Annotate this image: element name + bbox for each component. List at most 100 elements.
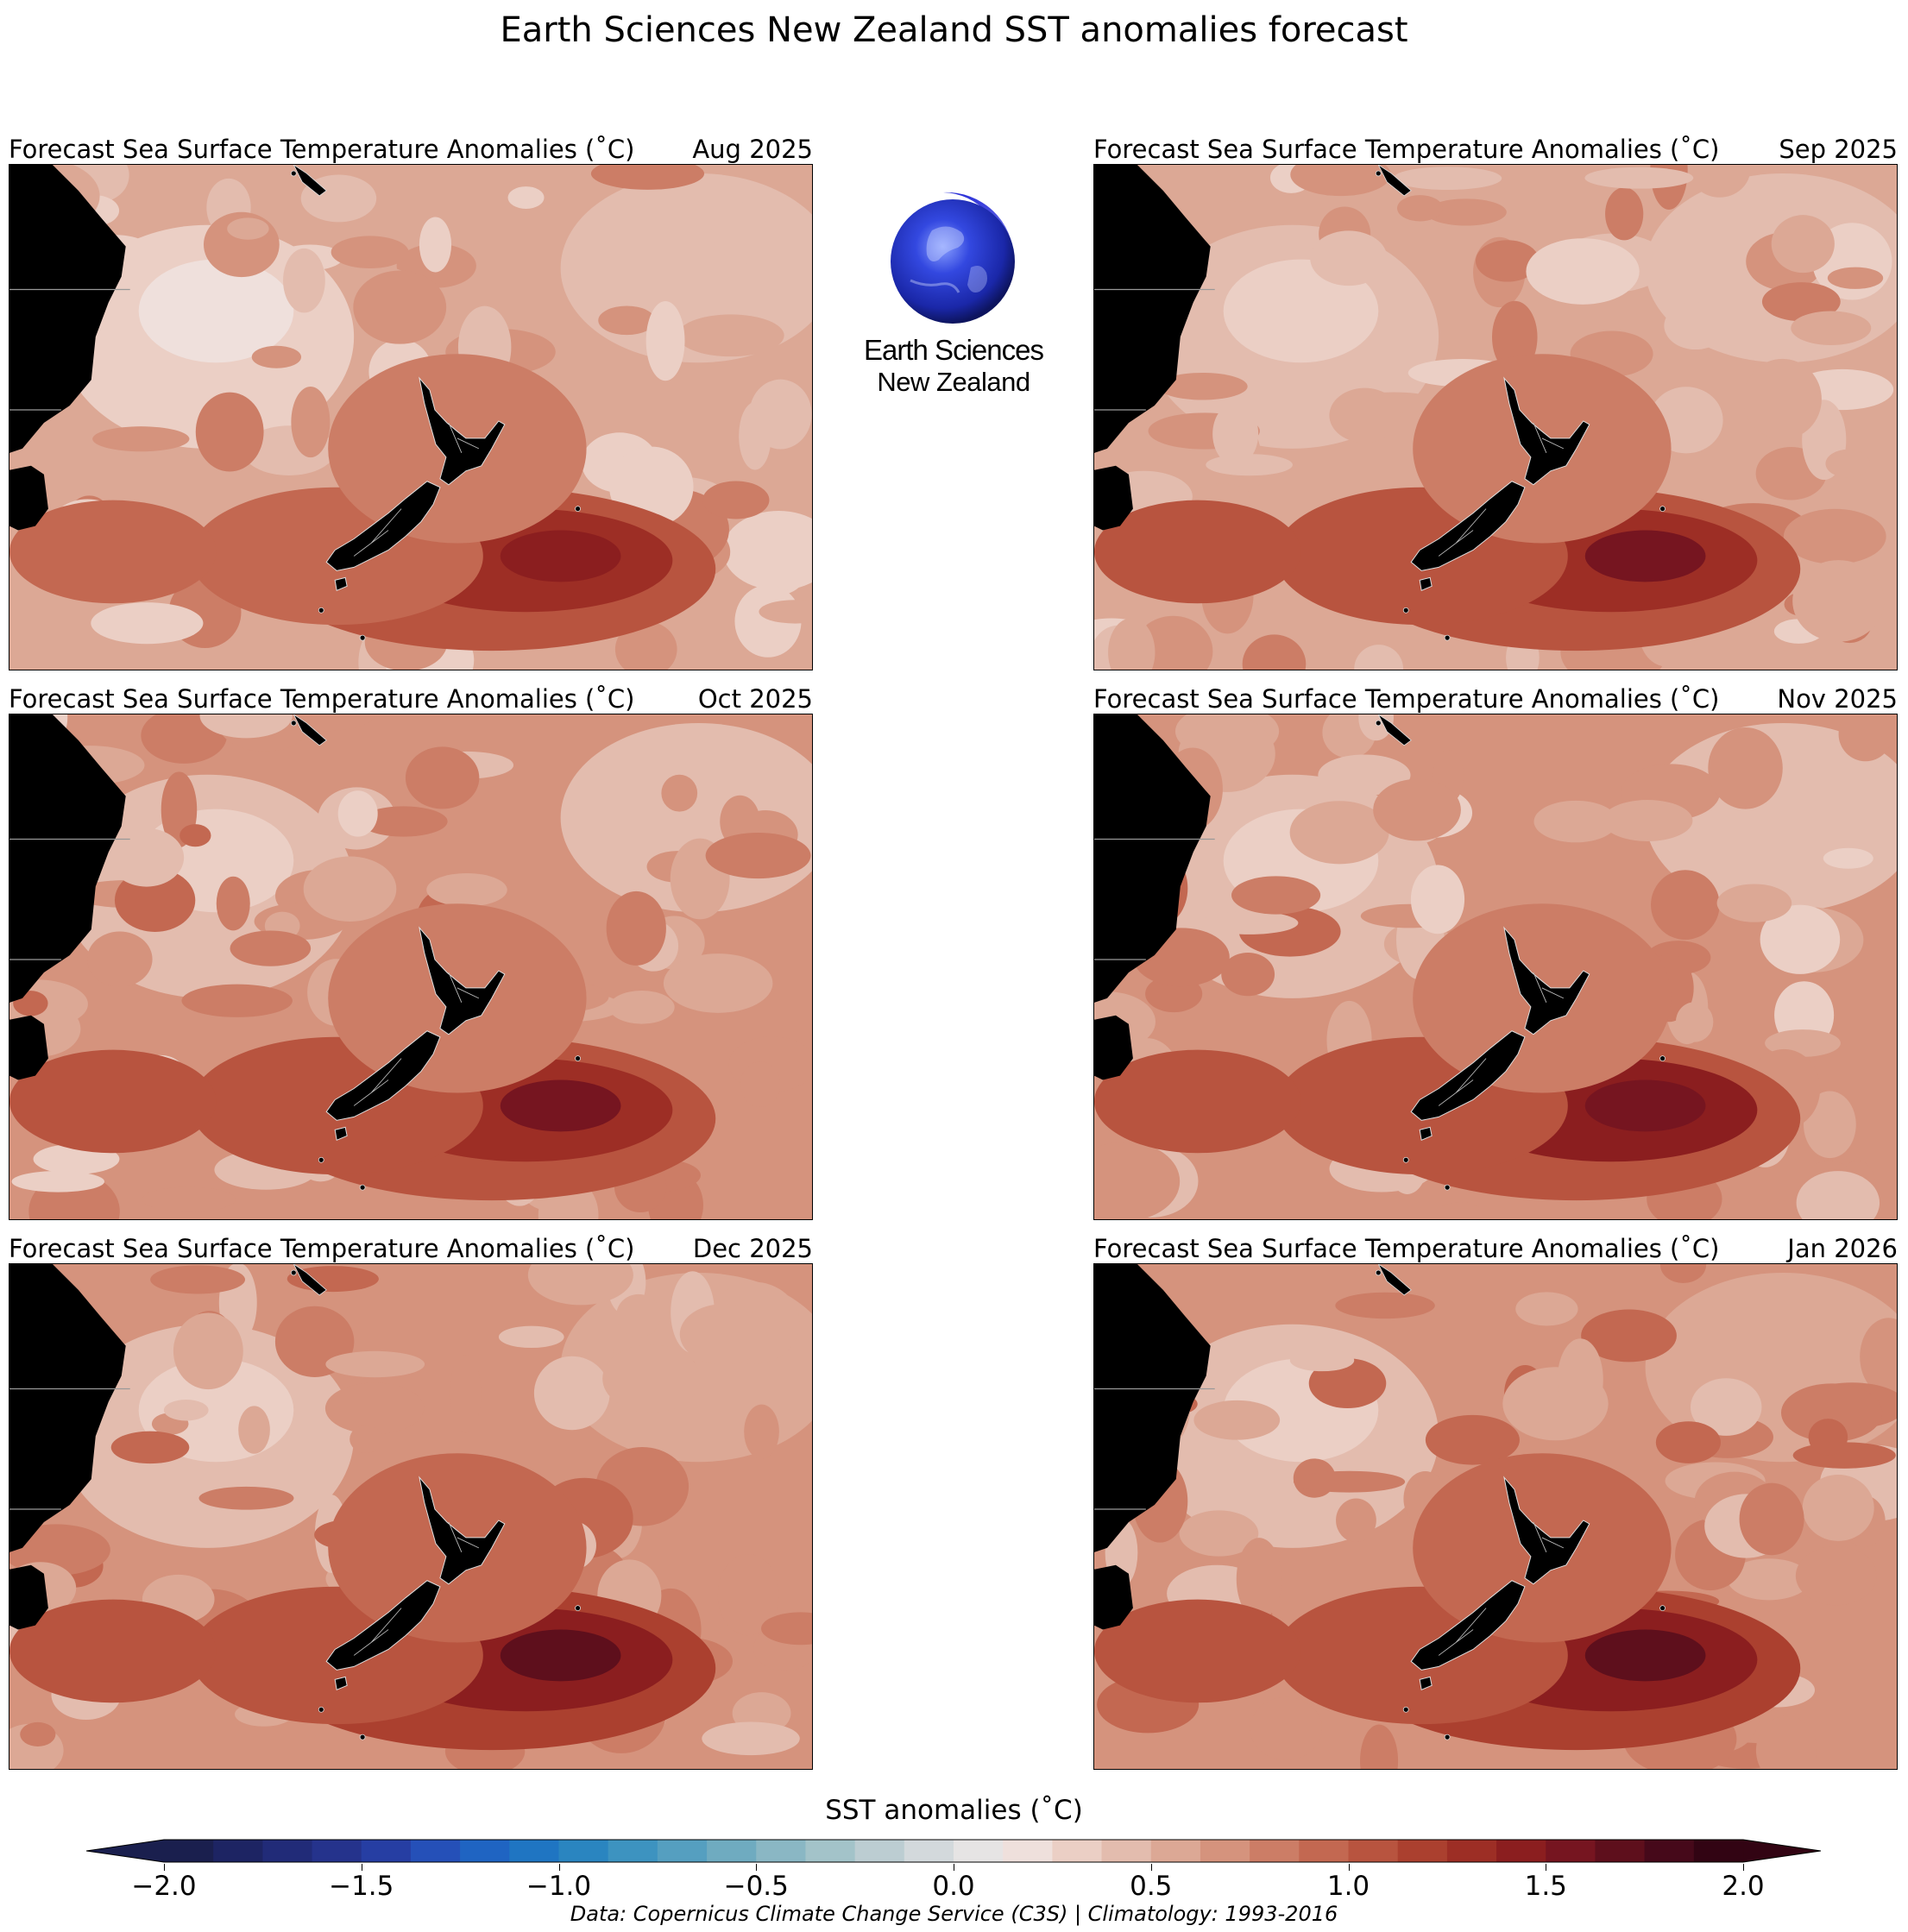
panel-date: Jan 2026 <box>1787 1234 1898 1263</box>
colorbar-tick-label: 1.0 <box>1326 1871 1370 1902</box>
sst-contour <box>498 1325 564 1349</box>
region-boundaries <box>353 422 480 557</box>
colorbar-extend-max <box>1743 1840 1821 1862</box>
colorbar <box>86 1829 1821 1872</box>
colorbar-swatch <box>608 1840 658 1862</box>
sst-contour <box>616 1293 661 1337</box>
south-island-landmass <box>325 481 441 571</box>
new-caledonia-landmass <box>1377 714 1412 746</box>
sst-contour <box>1581 1309 1677 1362</box>
sst-contour <box>1236 1538 1282 1620</box>
colorbar-tick-label: 0.0 <box>932 1871 975 1902</box>
panel-date: Dec 2025 <box>692 1234 813 1263</box>
sst-contour <box>1329 387 1401 444</box>
sst-contour <box>608 991 675 1024</box>
figure-title: Earth Sciences New Zealand SST anomalies… <box>500 10 1408 50</box>
north-island-landmass <box>1503 1476 1590 1585</box>
sst-contour <box>1655 1421 1721 1463</box>
sst-contour <box>1728 1558 1810 1601</box>
panel-title: Forecast Sea Surface Temperature Anomali… <box>1093 684 1720 714</box>
sst-contour <box>740 1061 781 1108</box>
stewart-island-landmass <box>334 1126 348 1142</box>
colorbar-swatch <box>1101 1840 1152 1862</box>
sst-contour <box>109 828 185 887</box>
stewart-island-landmass <box>1419 1126 1433 1142</box>
colorbar-swatch <box>1546 1840 1596 1862</box>
sst-contour <box>419 217 452 273</box>
sst-contour <box>1231 876 1321 915</box>
sst-contour <box>337 790 378 837</box>
sst-contour <box>1354 645 1404 670</box>
sst-contour <box>1760 904 1841 974</box>
colorbar-tick-mark <box>1348 1864 1350 1871</box>
sst-contour <box>142 1186 236 1212</box>
sst-contour <box>1094 500 1301 604</box>
sst-contour <box>86 931 153 987</box>
panel-date: Aug 2025 <box>692 135 813 164</box>
sst-contour <box>1410 865 1465 935</box>
small-island <box>290 170 297 177</box>
panel-title: Forecast Sea Surface Temperature Anomali… <box>9 684 635 714</box>
sst-contour <box>1584 530 1706 582</box>
colorbar-swatch <box>1003 1840 1053 1862</box>
small-island <box>1659 1605 1666 1612</box>
globe-icon <box>891 192 1015 324</box>
sst-contour <box>1393 167 1502 191</box>
sst-contour <box>216 876 250 931</box>
australia-landmass <box>9 714 126 1080</box>
sst-anomaly-map <box>1093 1263 1898 1770</box>
sst-contour <box>1094 1049 1301 1154</box>
colorbar-extend-min <box>86 1840 164 1862</box>
stewart-island-landmass <box>1419 576 1433 592</box>
sst-contour <box>705 833 811 879</box>
colorbar-swatch <box>460 1840 510 1862</box>
tasmania-landmass <box>9 1573 46 1626</box>
small-island <box>1375 720 1382 727</box>
colorbar-tick-label: −1.0 <box>526 1871 592 1902</box>
sst-contour <box>527 1264 633 1306</box>
sst-contour <box>1360 1724 1399 1769</box>
australia-landmass <box>1094 714 1211 1080</box>
sst-contour <box>1838 714 1893 762</box>
sst-contour <box>110 1431 190 1464</box>
sst-contour <box>1584 167 1694 189</box>
sst-anomaly-map <box>9 164 813 670</box>
sst-contour <box>1223 259 1379 363</box>
sst-contour <box>9 500 217 604</box>
map-panel-6: Forecast Sea Surface Temperature Anomali… <box>1093 1229 1898 1770</box>
sst-contour <box>227 217 269 240</box>
small-island <box>318 1706 324 1713</box>
sst-contour <box>195 392 264 472</box>
sst-contour <box>1179 1510 1259 1557</box>
sst-contour <box>325 1350 425 1378</box>
sst-contour <box>1792 560 1885 642</box>
tasmania-landmass <box>9 474 46 526</box>
sst-contour <box>291 386 331 458</box>
panel-title: Forecast Sea Surface Temperature Anomali… <box>1093 135 1720 164</box>
panel-date: Oct 2025 <box>697 684 813 714</box>
map-panel-4: Forecast Sea Surface Temperature Anomali… <box>1093 679 1898 1220</box>
sst-contour <box>1780 1383 1883 1443</box>
sst-contour <box>173 1312 243 1390</box>
new-caledonia-landmass <box>293 714 327 746</box>
sst-contour <box>1716 884 1792 922</box>
sst-contour <box>1743 358 1822 440</box>
colorbar-swatch <box>707 1840 757 1862</box>
sst-contour <box>1584 1629 1706 1682</box>
sst-contour <box>199 714 293 739</box>
sst-anomaly-map <box>1093 164 1898 670</box>
sst-contour <box>1795 1545 1877 1606</box>
small-island <box>1402 1706 1409 1713</box>
sst-contour <box>533 1356 610 1431</box>
sst-contour <box>1290 165 1391 197</box>
small-island <box>575 1055 581 1062</box>
colorbar-tick-label: −2.0 <box>131 1871 197 1902</box>
sst-contour <box>1426 198 1507 226</box>
south-island-landmass <box>325 1030 441 1121</box>
sst-contour <box>590 165 705 190</box>
sst-contour <box>744 1404 779 1459</box>
panel-date: Sep 2025 <box>1779 135 1898 164</box>
sst-contour <box>661 774 698 812</box>
colorbar-swatch <box>361 1840 412 1862</box>
state-borders <box>1094 1388 1215 1510</box>
